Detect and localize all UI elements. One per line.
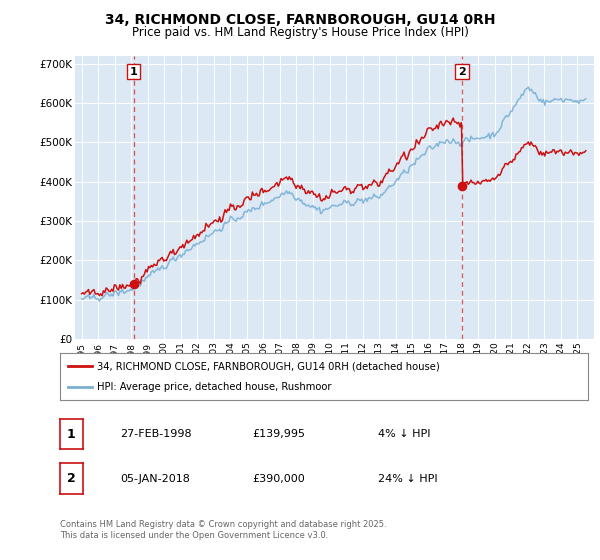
Text: £390,000: £390,000 bbox=[252, 474, 305, 484]
Text: 24% ↓ HPI: 24% ↓ HPI bbox=[378, 474, 437, 484]
Text: HPI: Average price, detached house, Rushmoor: HPI: Average price, detached house, Rush… bbox=[97, 382, 331, 392]
Text: 1: 1 bbox=[67, 427, 76, 441]
Text: 2: 2 bbox=[458, 67, 466, 77]
Text: Contains HM Land Registry data © Crown copyright and database right 2025.
This d: Contains HM Land Registry data © Crown c… bbox=[60, 520, 386, 540]
Text: 2: 2 bbox=[67, 472, 76, 486]
Text: 34, RICHMOND CLOSE, FARNBOROUGH, GU14 0RH: 34, RICHMOND CLOSE, FARNBOROUGH, GU14 0R… bbox=[105, 13, 495, 27]
Text: £139,995: £139,995 bbox=[252, 429, 305, 439]
Text: 1: 1 bbox=[130, 67, 137, 77]
Text: 27-FEB-1998: 27-FEB-1998 bbox=[120, 429, 191, 439]
Text: Price paid vs. HM Land Registry's House Price Index (HPI): Price paid vs. HM Land Registry's House … bbox=[131, 26, 469, 39]
Text: 4% ↓ HPI: 4% ↓ HPI bbox=[378, 429, 431, 439]
Text: 05-JAN-2018: 05-JAN-2018 bbox=[120, 474, 190, 484]
Text: 34, RICHMOND CLOSE, FARNBOROUGH, GU14 0RH (detached house): 34, RICHMOND CLOSE, FARNBOROUGH, GU14 0R… bbox=[97, 361, 440, 371]
